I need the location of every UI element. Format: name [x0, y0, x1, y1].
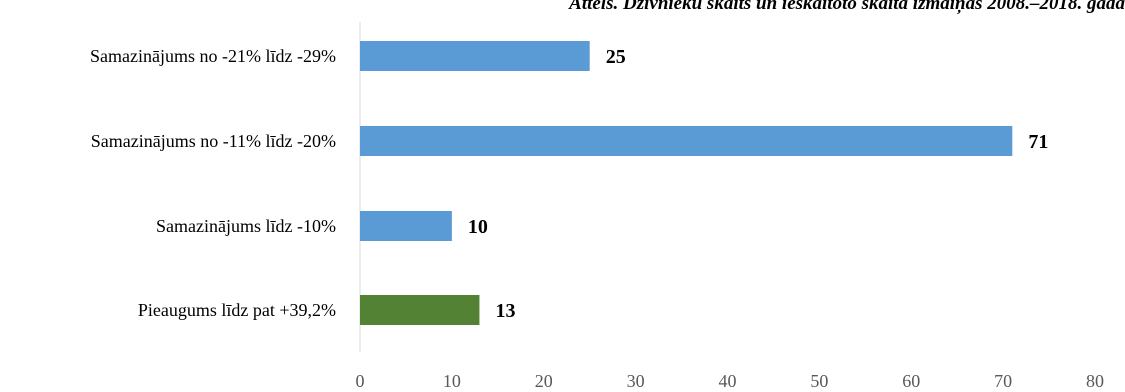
x-tick-label: 60 [902, 371, 920, 391]
category-label: Samazinājums no -11% līdz -20% [91, 131, 336, 151]
category-label: Samazinājums no -21% līdz -29% [90, 46, 336, 66]
bar [360, 211, 452, 241]
x-tick-label: 70 [994, 371, 1012, 391]
x-tick-label: 80 [1086, 371, 1104, 391]
x-tick-label: 50 [810, 371, 828, 391]
category-label: Samazinājums līdz -10% [156, 216, 336, 236]
data-label: 25 [606, 46, 626, 68]
data-label: 71 [1028, 131, 1048, 153]
category-label: Pieaugums līdz pat +39,2% [138, 300, 336, 320]
x-tick-label: 0 [356, 371, 365, 391]
data-label: 10 [468, 216, 488, 238]
x-tick-label: 40 [719, 371, 737, 391]
x-tick-label: 10 [443, 371, 461, 391]
x-tick-label: 30 [627, 371, 645, 391]
data-label: 13 [495, 300, 515, 322]
bar [360, 295, 480, 325]
x-tick-label: 20 [535, 371, 553, 391]
chart-title: Attēls. Dzīvnieku skaits un ieskaitoto s… [568, 0, 1125, 14]
x-axis-ticks: 0 10 20 30 40 50 60 70 80 [356, 371, 1105, 391]
bar [360, 126, 1013, 156]
bars-group: Samazinājums no -21% līdz -29% 25 Samazinā… [90, 41, 1048, 325]
bar [360, 41, 590, 71]
